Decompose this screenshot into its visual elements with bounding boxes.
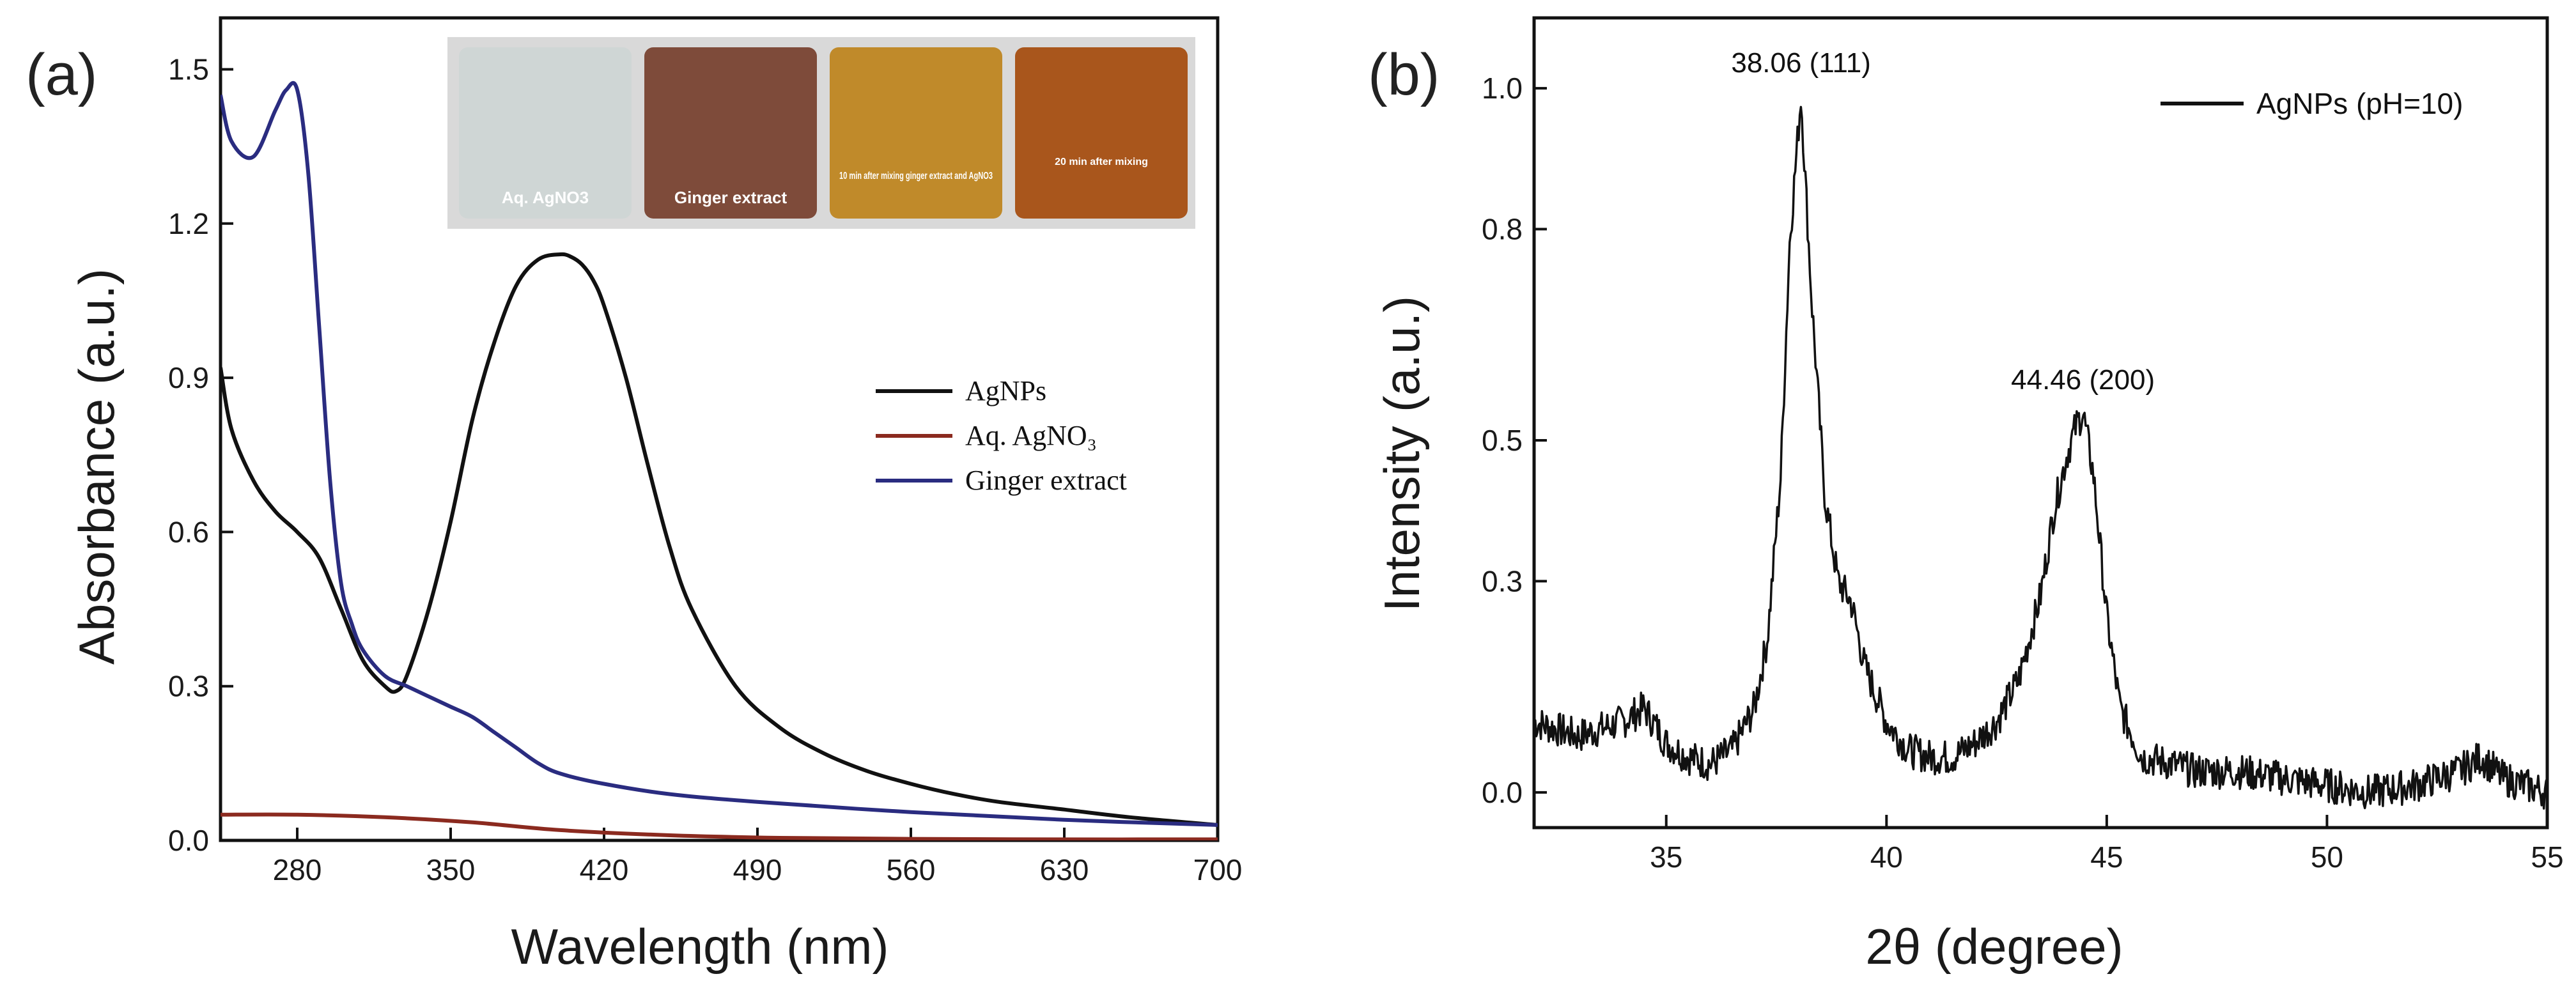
y-tick-label: 0.0 [1482,776,1523,809]
vial-3-label: 10 min after mixing ginger extract and A… [839,171,993,182]
y-tick-label: 0.3 [168,670,209,703]
legend-label-agno3: Aq. AgNO₃ [965,420,1097,451]
legend-label-agnps: AgNPs [965,375,1046,406]
series-group-a [221,81,1218,840]
y-tick-label: 0.6 [168,515,209,548]
x-tick-label: 45 [2090,840,2123,874]
panel-label-a: (a) [26,42,97,107]
legend-a: AgNPs Aq. AgNO₃ Ginger extract [876,375,1127,496]
plot-frame-a [219,16,1220,842]
series-group-b [1534,105,2547,810]
legend-label-agnps-ph10: AgNPs (pH=10) [2256,87,2463,120]
vial-1-label: Aq. AgNO3 [502,188,589,207]
vial-2-label: Ginger extract [674,188,788,207]
vial-4-label: 20 min after mixing [1055,157,1148,167]
vial-1 [459,47,632,219]
peak-annotation: 44.46 (200) [2011,364,2155,396]
y-tick-label: 0.5 [1482,424,1523,457]
chart-a: 280 350 420 490 560 630 7000.00.30.60.91.21.5 … [68,16,1242,975]
series-line-agnps [221,252,1218,827]
ticks-a: 280 350 420 490 560 630 700 0.0 0.3 0.6 0.9 1.2 1.5 [168,52,1242,886]
x-tick-label: 40 [1870,840,1903,874]
x-tick-label: 55 [2531,840,2563,874]
y-tick-label: 1.2 [168,207,209,240]
x-axis-title-b: 2θ (degree) [1865,918,2123,975]
y-tick-label: 0.0 [168,824,209,857]
legend-b: AgNPs (pH=10) [2161,87,2463,120]
plot-frame-b [1532,16,2549,830]
x-axis-title-a: Wavelength (nm) [511,918,889,975]
x-tick-label: 630 [1040,853,1089,886]
peak-annotations: 38.06 (111) 44.46 (200) [1731,47,2155,396]
x-tick-label: 350 [426,853,476,886]
vial-3 [830,47,1002,219]
legend-label-ginger: Ginger extract [965,465,1127,496]
series-line-ginger-extract [221,81,1218,827]
ticks-b: 35 40 45 50 55 0.0 0.3 0.5 0.8 1.0 [1482,72,2564,874]
x-tick-label: 280 [273,853,322,886]
series-line-agnps-ph-10- [1534,105,2547,810]
x-tick-label: 50 [2311,840,2343,874]
x-tick-label: 700 [1193,853,1243,886]
peak-annotation: 38.06 (111) [1731,47,1871,79]
vial-2 [644,47,817,219]
y-tick-label: 1.0 [1482,72,1523,105]
y-tick-label: 0.3 [1482,564,1523,598]
y-axis-title-a: Absorbance (a.u.) [68,268,125,665]
series-line-aq-agno- [221,812,1218,840]
y-tick-label: 0.8 [1482,213,1523,246]
x-tick-label: 35 [1650,840,1682,874]
inset-vial-photo: Aq. AgNO3 Ginger extract 10 min after mi… [447,37,1195,229]
chart-b: 35 40 45 50 55 0.0 0.3 0.5 0.8 1.0 38.06 (111) 44.… [1374,16,2564,975]
y-axis-title-b: Intensity (a.u.) [1374,296,1430,612]
y-tick-label: 0.9 [168,361,209,394]
y-tick-label: 1.5 [168,52,209,86]
x-tick-label: 420 [580,853,629,886]
x-tick-label: 560 [887,853,936,886]
panel-label-b: (b) [1368,42,1439,107]
vial-4 [1015,47,1188,219]
x-tick-label: 490 [733,853,782,886]
